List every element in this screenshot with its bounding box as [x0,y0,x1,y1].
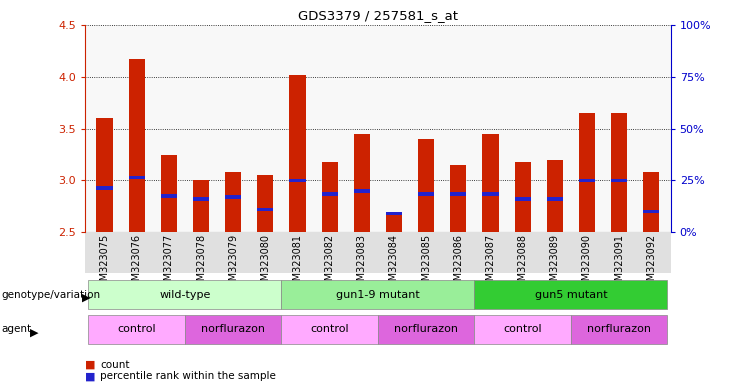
Bar [547,160,563,232]
Bar [514,197,531,201]
Text: count: count [100,360,130,370]
Bar [88,280,282,309]
Text: percentile rank within the sample: percentile rank within the sample [100,371,276,381]
Bar [386,212,402,215]
Bar [514,162,531,232]
Bar [129,175,144,179]
Bar [129,59,144,232]
Bar [322,162,338,232]
Bar [282,315,378,344]
Bar [474,280,668,309]
Text: ▶: ▶ [82,293,90,303]
Bar [322,192,338,196]
Bar [378,315,474,344]
Text: agent: agent [1,324,32,334]
Bar [482,134,499,232]
Bar [353,189,370,193]
Bar [418,139,434,232]
Bar [225,172,242,232]
Bar [282,280,474,309]
Text: ▶: ▶ [30,327,38,338]
Text: norflurazon: norflurazon [394,324,458,334]
Text: control: control [117,324,156,334]
Bar [611,113,627,232]
Bar [611,179,627,182]
Bar [451,165,466,232]
Bar [547,197,563,201]
Bar [386,214,402,232]
Bar [643,172,659,232]
Bar [185,315,282,344]
Bar [482,192,499,196]
Bar [451,192,466,196]
Bar [225,195,242,199]
Bar [161,194,177,198]
Bar [96,186,113,190]
Bar [161,155,177,232]
Text: control: control [503,324,542,334]
Bar [571,315,668,344]
Text: control: control [310,324,349,334]
Bar [579,113,595,232]
Text: genotype/variation: genotype/variation [1,290,101,300]
Text: norflurazon: norflurazon [201,324,265,334]
Bar [257,208,273,211]
Bar [290,179,305,182]
Text: wild-type: wild-type [159,290,210,300]
Bar [193,197,209,201]
Bar [257,175,273,232]
Bar [353,134,370,232]
Bar [643,210,659,214]
Text: norflurazon: norflurazon [587,324,651,334]
Bar [96,118,113,232]
Bar [474,315,571,344]
Text: ■: ■ [85,371,96,381]
Bar [579,179,595,182]
Title: GDS3379 / 257581_s_at: GDS3379 / 257581_s_at [298,9,458,22]
Bar [418,192,434,196]
Text: gun1-9 mutant: gun1-9 mutant [336,290,420,300]
Bar [290,75,305,232]
Bar [88,315,185,344]
Text: ■: ■ [85,360,96,370]
Bar [193,180,209,232]
Text: gun5 mutant: gun5 mutant [534,290,607,300]
